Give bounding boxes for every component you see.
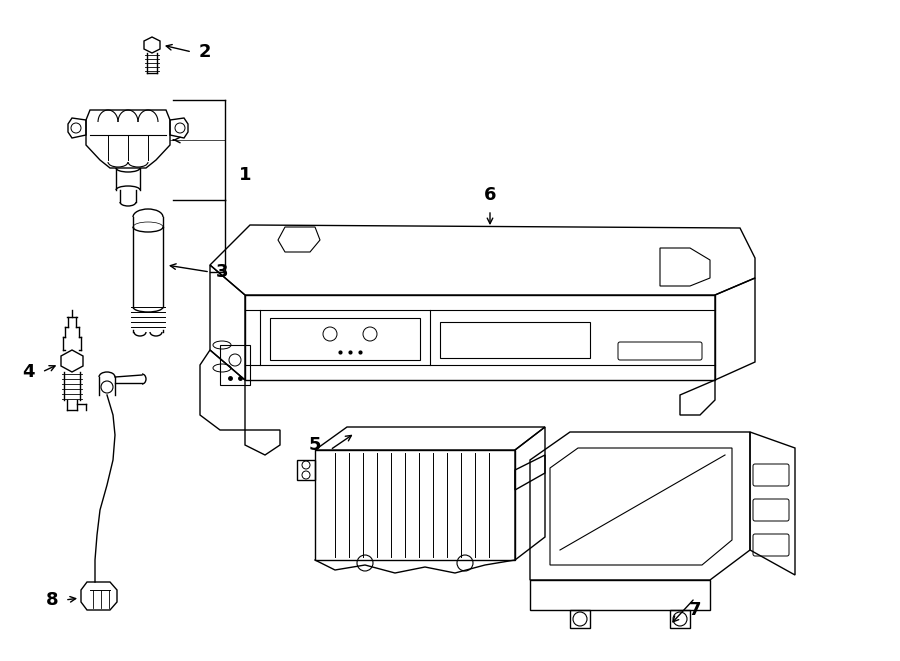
Text: 1: 1 <box>238 166 251 184</box>
Text: 7: 7 <box>688 601 701 619</box>
Text: 5: 5 <box>309 436 321 454</box>
Text: 4: 4 <box>22 363 34 381</box>
Text: 8: 8 <box>46 591 58 609</box>
Text: 6: 6 <box>484 186 496 204</box>
Text: 2: 2 <box>199 43 212 61</box>
Text: 3: 3 <box>216 263 229 281</box>
